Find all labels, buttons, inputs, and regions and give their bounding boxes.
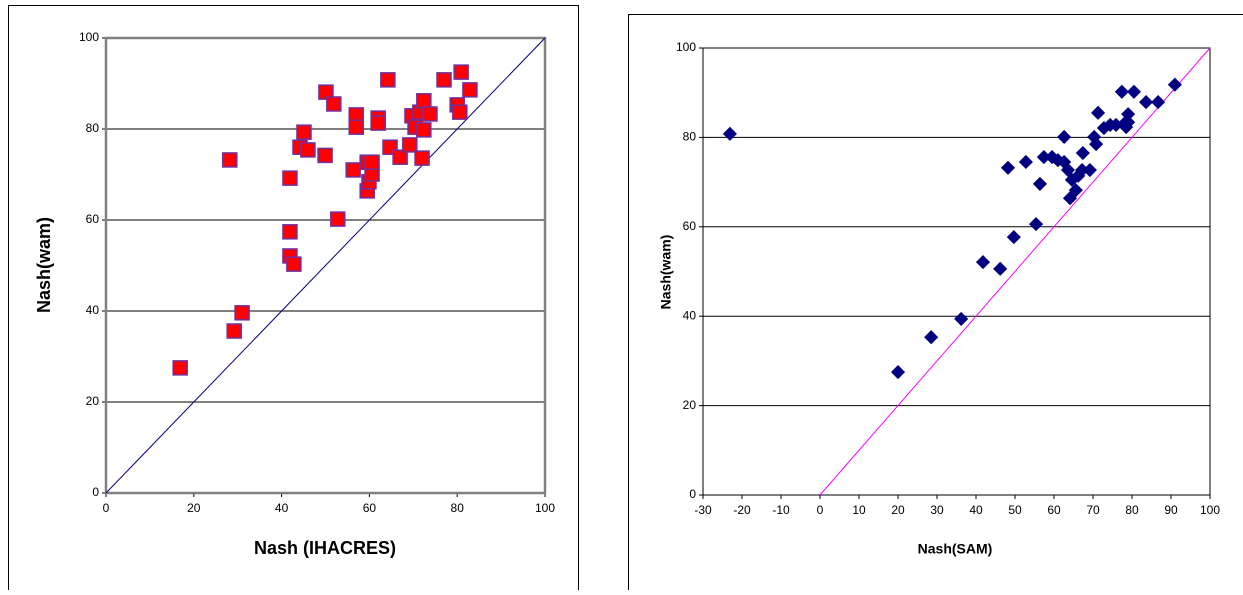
point	[892, 366, 904, 378]
reference-line	[820, 48, 1210, 495]
point	[1058, 131, 1070, 143]
y-tick-label: 60	[86, 212, 100, 226]
point	[1002, 162, 1014, 174]
point	[371, 116, 385, 130]
point	[1128, 86, 1140, 98]
x-tick-label: 30	[930, 503, 944, 517]
point	[437, 73, 451, 87]
x-tick-label: 80	[451, 501, 465, 515]
x-tick-label: -30	[694, 503, 712, 517]
point	[1140, 96, 1152, 108]
point	[327, 97, 341, 111]
point	[331, 212, 345, 226]
point	[173, 361, 187, 375]
y-tick-label: 40	[86, 303, 100, 317]
point	[365, 155, 379, 169]
point	[235, 306, 249, 320]
x-tick-label: 50	[1008, 503, 1022, 517]
y-tick-label: 20	[683, 398, 697, 412]
x-tick-label: 100	[535, 501, 555, 515]
point	[1092, 107, 1104, 119]
point	[1034, 178, 1046, 190]
point	[381, 73, 395, 87]
y-tick-label: 0	[689, 487, 696, 501]
point	[1169, 79, 1181, 91]
point	[1084, 164, 1096, 176]
point	[223, 153, 237, 167]
x-tick-label: -10	[772, 503, 790, 517]
point	[955, 313, 967, 325]
point	[994, 263, 1006, 275]
y-axis-label: Nash(wam)	[658, 235, 674, 310]
point	[227, 324, 241, 338]
point	[1030, 218, 1042, 230]
point	[463, 83, 477, 97]
y-tick-label: 20	[86, 394, 100, 408]
point	[301, 143, 315, 157]
point	[415, 151, 429, 165]
x-tick-label: 40	[275, 501, 289, 515]
x-tick-label: 100	[1200, 503, 1220, 517]
point	[1077, 147, 1089, 159]
x-tick-label: 80	[1125, 503, 1139, 517]
x-tick-label: 20	[187, 501, 201, 515]
point	[283, 225, 297, 239]
y-tick-label: 80	[86, 121, 100, 135]
y-tick-label: 40	[683, 308, 697, 322]
y-axis-label: Nash(wam)	[34, 217, 54, 313]
x-tick-label: 10	[852, 503, 866, 517]
x-tick-label: 60	[1047, 503, 1061, 517]
point	[423, 107, 437, 121]
point	[283, 171, 297, 185]
x-tick-label: 0	[103, 501, 110, 515]
point	[403, 138, 417, 152]
point	[1116, 86, 1128, 98]
x-tick-label: -20	[733, 503, 751, 517]
point	[349, 120, 363, 134]
y-tick-label: 100	[79, 30, 99, 44]
reference-line	[106, 38, 545, 493]
point	[977, 256, 989, 268]
point	[1020, 156, 1032, 168]
y-tick-label: 100	[676, 40, 696, 54]
point	[454, 65, 468, 79]
point	[417, 94, 431, 108]
x-axis-label: Nash(SAM)	[918, 541, 993, 557]
x-tick-label: 0	[817, 503, 824, 517]
x-tick-label: 90	[1164, 503, 1178, 517]
x-tick-label: 40	[969, 503, 983, 517]
point	[1008, 231, 1020, 243]
point	[453, 105, 467, 119]
x-tick-label: 60	[363, 501, 377, 515]
chart-frame	[9, 6, 579, 591]
point	[318, 148, 332, 162]
y-tick-label: 60	[683, 219, 697, 233]
point	[287, 257, 301, 271]
point	[417, 123, 431, 137]
y-tick-label: 0	[92, 485, 99, 499]
point	[724, 128, 736, 140]
point	[1152, 96, 1164, 108]
point	[925, 331, 937, 343]
x-tick-label: 20	[891, 503, 905, 517]
x-tick-label: 70	[1086, 503, 1100, 517]
x-axis-label: Nash (IHACRES)	[254, 538, 396, 558]
point	[346, 163, 360, 177]
y-tick-label: 80	[683, 130, 697, 144]
point	[297, 125, 311, 139]
